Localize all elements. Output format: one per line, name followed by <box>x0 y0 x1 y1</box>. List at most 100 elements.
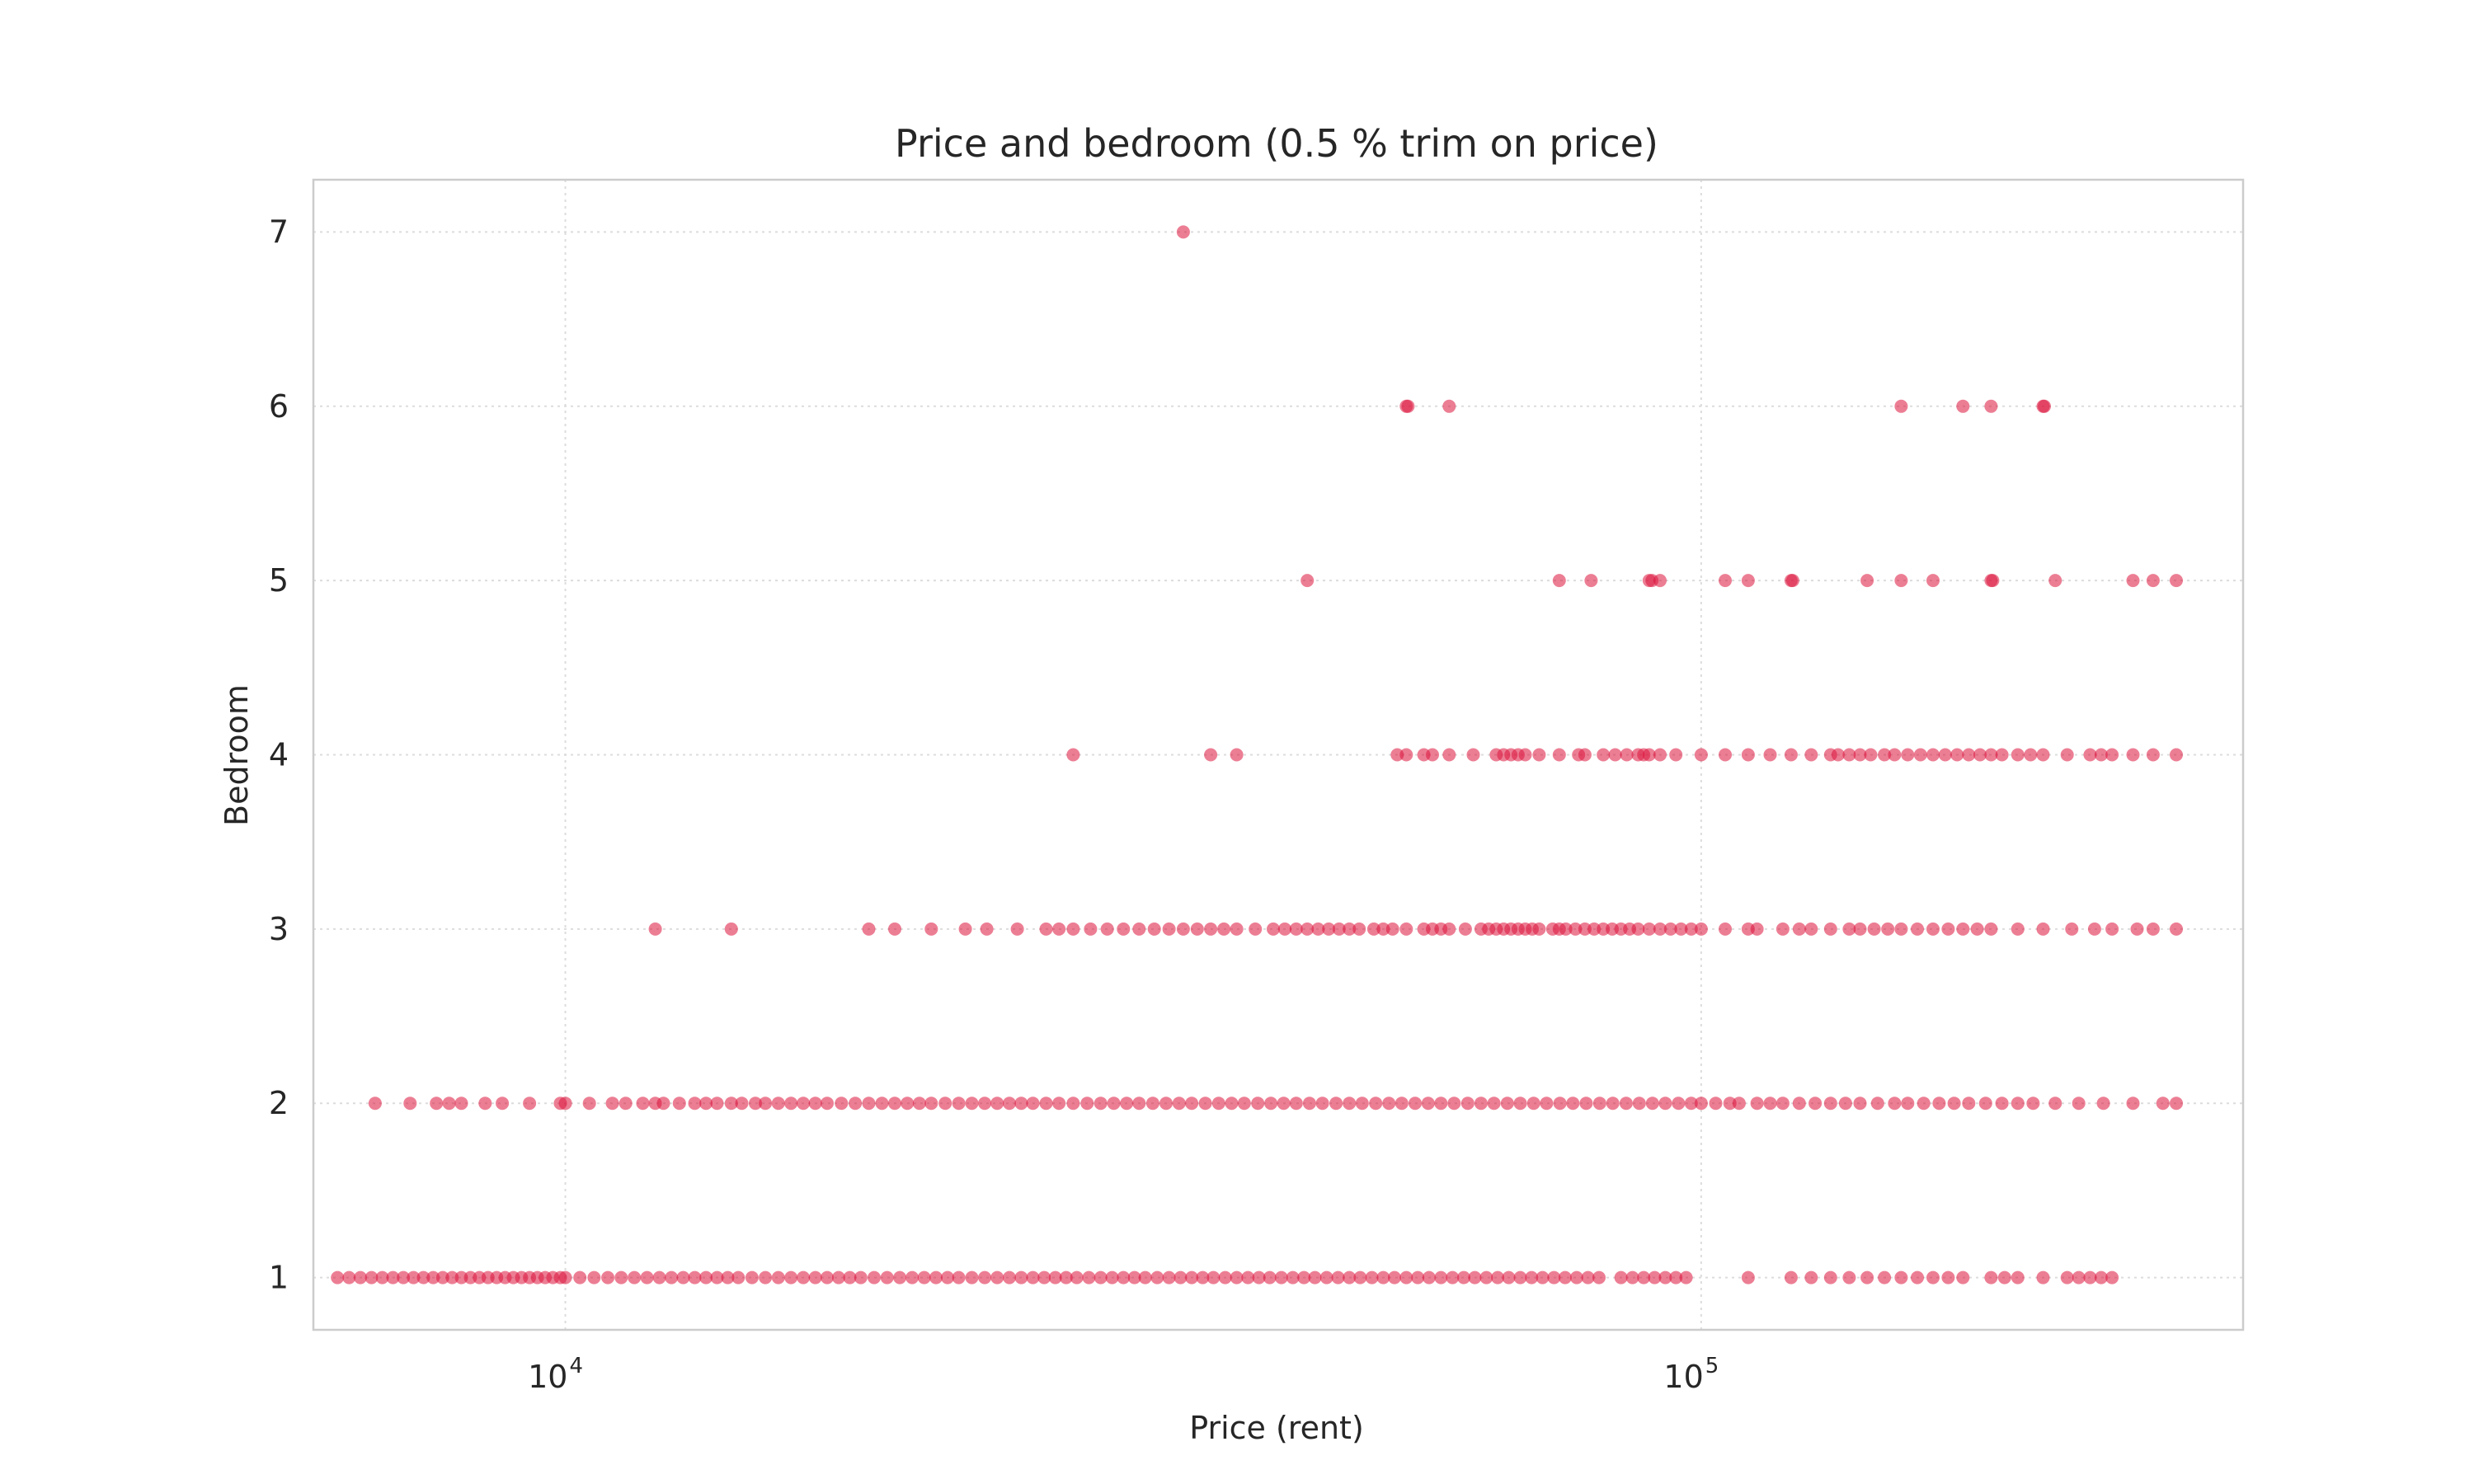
scatter-point <box>1741 1270 1755 1284</box>
scatter-point <box>1917 1097 1931 1111</box>
scatter-point <box>1278 922 1291 936</box>
scatter-point <box>1066 748 1080 762</box>
scatter-point <box>745 1270 759 1284</box>
scatter-point <box>1584 574 1598 588</box>
scatter-point <box>990 1270 1004 1284</box>
scatter-point <box>403 1097 417 1111</box>
scatter-point <box>808 1270 822 1284</box>
scatter-point <box>1252 1270 1266 1284</box>
scatter-point <box>605 1097 619 1111</box>
scatter-point <box>1230 922 1244 936</box>
scatter-point <box>1579 1097 1593 1111</box>
scatter-point <box>1552 748 1566 762</box>
scatter-point <box>1642 748 1656 762</box>
scatter-point <box>1559 922 1573 936</box>
scatter-point <box>784 1097 798 1111</box>
scatter-point <box>1578 748 1592 762</box>
scatter-point <box>1332 922 1346 936</box>
scatter-point <box>636 1097 650 1111</box>
scatter-point <box>978 1097 992 1111</box>
scatter-point <box>990 1097 1004 1111</box>
scatter-point <box>1267 922 1280 936</box>
scatter-point <box>1642 922 1656 936</box>
scatter-point <box>1614 1270 1628 1284</box>
chart-title: Price and bedroom (0.5 % trim on price) <box>895 121 1658 166</box>
scatter-point <box>1107 1097 1121 1111</box>
scatter-point <box>1878 748 1892 762</box>
scatter-point <box>1842 1270 1856 1284</box>
scatter-point <box>1442 399 1456 413</box>
scatter-point <box>1014 1097 1028 1111</box>
scatter-point <box>2094 1270 2108 1284</box>
scatter-point <box>1558 1270 1572 1284</box>
scatter-point <box>821 1270 834 1284</box>
scatter-point <box>771 1097 785 1111</box>
scatter-point <box>1645 1097 1659 1111</box>
scatter-point <box>1926 748 1940 762</box>
scatter-point <box>1709 1097 1723 1111</box>
scatter-point <box>2126 574 2140 588</box>
x-axis-label: Price (rent) <box>1189 1410 1364 1446</box>
y-tick-label: 6 <box>269 388 289 425</box>
scatter-point <box>1003 1270 1016 1284</box>
scatter-point <box>1894 399 1908 413</box>
scatter-point <box>1343 1097 1357 1111</box>
scatter-point <box>1426 748 1439 762</box>
scatter-point <box>1941 1270 1955 1284</box>
scatter-point <box>1870 1097 1884 1111</box>
scatter-point <box>445 1270 459 1284</box>
scatter-point <box>1014 1270 1028 1284</box>
scatter-point <box>407 1270 421 1284</box>
scatter-point <box>1127 1270 1141 1284</box>
scatter-point <box>1048 1270 1062 1284</box>
scatter-point <box>587 1270 601 1284</box>
scatter-point <box>1369 1097 1383 1111</box>
scatter-point <box>1206 1270 1221 1284</box>
scatter-point <box>1145 1097 1159 1111</box>
scatter-point <box>821 1097 834 1111</box>
scatter-point <box>862 922 876 936</box>
scatter-point <box>2048 1097 2062 1111</box>
scatter-point <box>759 1270 773 1284</box>
scatter-point <box>1172 1097 1186 1111</box>
scatter-point <box>1274 1270 1288 1284</box>
scatter-point <box>1553 1097 1567 1111</box>
scatter-point <box>2105 748 2119 762</box>
scatter-point <box>1569 1270 1583 1284</box>
scatter-point <box>430 1097 444 1111</box>
scatter-point <box>1446 1270 1460 1284</box>
scatter-point <box>1343 1270 1357 1284</box>
scatter-point <box>1300 574 1315 588</box>
scatter-point <box>1853 748 1867 762</box>
scatter-point <box>1460 1097 1475 1111</box>
scatter-point <box>1956 922 1970 936</box>
scatter-point <box>2011 1097 2025 1111</box>
scatter-point <box>1162 922 1176 936</box>
scatter-point <box>1395 1097 1409 1111</box>
scatter-point <box>1995 1097 2009 1111</box>
scatter-point <box>1399 922 1413 936</box>
scatter-point <box>1382 1097 1396 1111</box>
scatter-point <box>1052 922 1066 936</box>
scatter-point <box>1984 399 1998 413</box>
scatter-point <box>835 1097 849 1111</box>
scatter-point <box>1263 1270 1277 1284</box>
scatter-point <box>1082 1270 1096 1284</box>
scatter-point <box>1138 1270 1152 1284</box>
scatter-point <box>2170 922 2183 936</box>
scatter-point <box>797 1270 811 1284</box>
scatter-point <box>958 922 972 936</box>
scatter-point <box>1080 1097 1094 1111</box>
scatter-point <box>454 1097 468 1111</box>
scatter-point <box>1474 1097 1488 1111</box>
scatter-point <box>1185 1270 1199 1284</box>
scatter-point <box>868 1270 881 1284</box>
scatter-point <box>2060 1270 2074 1284</box>
scatter-point <box>849 1097 863 1111</box>
scatter-point <box>1468 1270 1482 1284</box>
scatter-point <box>1411 1270 1425 1284</box>
scatter-point <box>1597 748 1611 762</box>
scatter-point <box>1365 1270 1379 1284</box>
scatter-point <box>1823 1270 1837 1284</box>
scatter-point <box>978 1270 992 1284</box>
